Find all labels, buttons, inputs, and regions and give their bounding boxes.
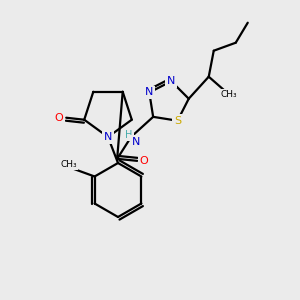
Text: CH₃: CH₃	[60, 160, 77, 169]
Text: O: O	[140, 156, 148, 166]
Text: CH₃: CH₃	[220, 90, 237, 99]
Text: N: N	[104, 132, 112, 142]
Text: N: N	[167, 76, 176, 86]
Text: N: N	[132, 137, 140, 147]
Text: N: N	[145, 88, 154, 98]
Text: O: O	[55, 113, 64, 123]
Text: S: S	[174, 116, 181, 126]
Text: H: H	[125, 130, 133, 140]
